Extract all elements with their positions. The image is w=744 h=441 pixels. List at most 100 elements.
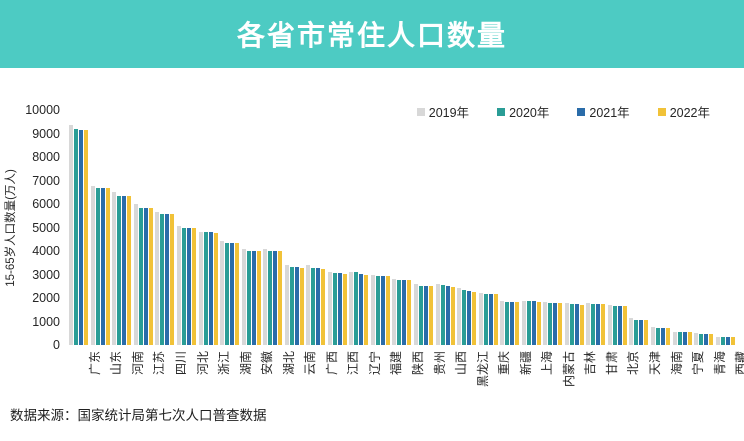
bar [612,306,617,345]
bar [687,332,692,345]
bar [165,214,170,345]
bar [601,304,606,345]
bar [235,242,240,345]
bar-group [90,110,112,345]
legend-item: 2021年 [577,102,630,121]
bar [483,294,488,345]
bar [122,196,127,345]
bar [579,304,584,345]
bar [263,248,268,345]
x-tick-cell: 北京 [607,350,640,408]
data-source-note: 数据来源：国家统计局第七次人口普查数据 [10,408,267,423]
bar-group [585,110,607,345]
chart-legend: 2019年 2020年 2021年 2022年 [416,102,710,121]
x-tick-cell: 内蒙古 [542,350,576,408]
bar [715,337,720,345]
bar [316,268,321,345]
bar [440,285,445,345]
bar-group [456,110,478,345]
bar [548,302,553,345]
bar [69,125,74,345]
y-tick-label: 8000 [32,150,60,164]
bar-group [262,110,284,345]
bar [375,275,380,345]
bar-group [650,110,672,345]
bar [79,129,84,345]
x-tick-cell: 浙江 [197,350,231,408]
bar [342,273,347,345]
bar [553,303,558,345]
bar [500,301,505,345]
legend-label: 2019年 [428,106,470,120]
bar [332,273,337,345]
bar [622,306,627,345]
y-tick-label: 7000 [32,173,60,188]
header-banner: 各省市常住人口数量 [0,0,744,68]
bar-group [219,110,241,345]
x-tick-cell: 青海 [693,350,727,408]
y-tick-label: 3000 [32,267,60,282]
bar-group [240,110,262,345]
bar [526,301,531,345]
bar [230,242,235,345]
bar [155,212,160,345]
x-axis-labels: 广东 山东 河南 江苏 四川 河北 浙江 湖南 安徽 湖北 云南 广西 江西 辽宁 福建 陕西 贵州 山西 黑龙江重… [68,350,744,408]
x-tick-cell: 贵州 [413,350,447,408]
bar-group [542,110,564,345]
bar [273,251,278,345]
bar [84,129,89,345]
bar [457,287,462,345]
bar [359,274,364,345]
page-title: 各省市常住人口数量 [236,20,507,51]
bar-group [327,110,349,345]
bar [268,251,273,345]
bar [414,283,419,345]
bar [256,250,261,345]
bar-group [607,110,629,345]
bar [682,332,687,345]
bar [74,129,79,345]
x-tick-cell: 黑龙江 [456,350,490,408]
bar-group [197,110,219,345]
x-tick-label: 西藏 [734,351,744,376]
bar [677,332,682,345]
y-axis: 10000 9000 8000 7000 6000 5000 4000 3000 2000 100… [0,103,62,352]
bar [429,285,434,345]
bar [278,251,283,345]
bar [629,317,634,345]
bar-group [714,110,736,345]
bar [392,279,397,345]
bar [105,187,110,345]
bar [607,304,612,345]
bar [564,303,569,345]
bar [720,337,725,345]
x-tick-cell: 安徽 [240,350,274,408]
bar-group [283,110,305,345]
bar [467,290,472,345]
bar [225,242,230,345]
x-tick-cell: 陕西 [391,350,425,408]
bar [510,301,515,345]
bar [143,207,148,345]
bar [198,231,203,345]
x-tick-cell: 江西 [327,350,360,408]
bar [246,251,251,345]
bar [472,291,477,345]
bar-group [434,110,456,345]
bar-group [499,110,521,345]
bar [95,187,100,345]
bar [617,306,622,345]
bar-group [68,110,90,345]
y-tick-label: 2000 [32,291,60,305]
bar [100,187,105,345]
bar-group [154,110,176,345]
bar [558,303,563,345]
legend-label: 2022年 [669,106,710,120]
bar-group [348,110,370,345]
bar [177,226,181,345]
x-tick-cell: 广东 [68,350,102,408]
x-tick-cell: 河北 [176,350,210,408]
legend-swatch-icon [416,107,425,116]
bar [90,186,95,345]
